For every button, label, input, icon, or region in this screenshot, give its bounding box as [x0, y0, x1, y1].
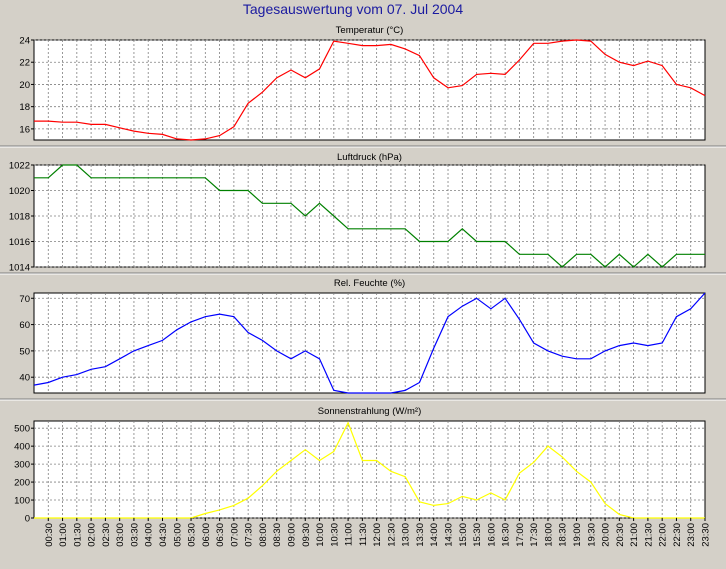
x-tick-label: 11:00 [344, 523, 355, 546]
x-tick-label: 07:00 [229, 523, 240, 547]
y-tick-label: 22 [19, 58, 30, 69]
y-tick-label: 400 [14, 442, 30, 453]
x-tick-label: 02:00 [87, 523, 98, 547]
y-tick-label: 1018 [9, 212, 30, 223]
y-tick-label: 100 [14, 496, 30, 507]
x-tick-label: 20:30 [615, 523, 626, 547]
y-tick-label: 60 [19, 320, 30, 331]
x-tick-label: 20:00 [601, 523, 612, 547]
plot-area [33, 420, 706, 519]
x-tick-label: 05:00 [172, 523, 183, 547]
x-tick-label: 13:30 [415, 523, 426, 547]
y-tick-label: 18 [19, 102, 30, 113]
y-tick-label: 50 [19, 346, 30, 357]
x-tick-label: 16:30 [501, 523, 512, 547]
x-tick-label: 21:30 [643, 523, 654, 547]
y-tick-label: 1014 [9, 263, 30, 274]
x-tick-label: 02:30 [101, 523, 112, 547]
chart-panel-3: 40 50 60 70 Rel. Feuchte (%) [0, 278, 726, 401]
x-tick-label: 01:00 [58, 523, 69, 547]
x-tick-label: 14:00 [429, 523, 440, 547]
series-line [33, 292, 706, 394]
y-tick-label: 20 [19, 80, 30, 91]
x-tick-label: 01:30 [72, 523, 83, 547]
x-tick-label: 07:30 [244, 523, 255, 547]
x-tick-label: 23:00 [686, 523, 697, 547]
y-tick-label: 1020 [9, 186, 30, 197]
x-tick-label: 08:00 [258, 523, 269, 547]
y-tick-label: 0 [25, 514, 30, 525]
x-tick-label: 03:00 [115, 523, 126, 547]
x-tick-label: 09:30 [301, 523, 312, 547]
y-tick-label: 200 [14, 478, 30, 489]
x-tick-label: 04:00 [144, 523, 155, 547]
y-tick-label: 1016 [9, 237, 30, 248]
x-tick-label: 06:00 [201, 523, 212, 547]
y-tick-label: 24 [19, 36, 30, 47]
y-tick-label: 70 [19, 294, 30, 305]
chart-panel-1: 16 18 20 22 24 Temperatur (°C) [0, 25, 726, 148]
x-tick-label: 19:30 [586, 523, 597, 547]
x-tick-label: 08:30 [272, 523, 283, 547]
x-tick-label: 18:30 [558, 523, 569, 547]
plot-area [33, 164, 706, 268]
x-tick-label: 04:30 [158, 523, 169, 547]
series-line [34, 39, 706, 141]
y-tick-label: 40 [19, 373, 30, 384]
chart-panel-4: 0 100 200 300 400 500 Sonnenstrahlung (W/m²) [14, 406, 706, 525]
x-tick-label: 12:30 [386, 523, 397, 547]
x-tick-label: 12:00 [372, 523, 383, 547]
x-tick-label: 21:00 [629, 523, 640, 547]
x-tick-label: 13:00 [401, 523, 412, 547]
x-tick-label: 14:30 [444, 523, 455, 547]
y-tick-label: 300 [14, 460, 30, 471]
x-tick-label: 23:30 [701, 523, 712, 547]
x-axis: 00:30 01:00 01:30 02:00 02:30 03:00 03:30 04:00… [44, 518, 712, 547]
x-tick-label: 18:00 [543, 523, 554, 547]
x-tick-label: 19:00 [572, 523, 583, 547]
x-tick-label: 16:00 [486, 523, 497, 547]
y-tick-label: 16 [19, 124, 30, 135]
x-tick-label: 15:00 [458, 523, 469, 547]
x-tick-label: 22:00 [658, 523, 669, 547]
chart-panel-2: 1014 1016 1018 1020 1022 Luftdruck (hPa) [0, 152, 726, 275]
x-tick-label: 10:30 [329, 523, 340, 547]
plot-area [33, 292, 706, 394]
series-line [34, 421, 705, 519]
x-tick-label: 03:30 [129, 523, 140, 547]
y-tick-label: 1022 [9, 161, 30, 172]
x-tick-label: 06:30 [215, 523, 226, 547]
y-tick-label: 500 [14, 424, 30, 435]
x-tick-label: 05:30 [187, 523, 198, 547]
x-tick-label: 22:30 [672, 523, 683, 547]
x-tick-label: 17:30 [529, 523, 540, 547]
x-tick-label: 00:30 [44, 523, 55, 547]
series-line [34, 164, 705, 268]
x-tick-label: 09:00 [286, 523, 297, 547]
x-tick-label: 17:00 [515, 523, 526, 547]
chart-title: Sonnenstrahlung (W/m²) [318, 406, 421, 417]
page-title: Tagesauswertung vom 07. Jul 2004 [243, 1, 463, 17]
x-tick-label: 15:30 [472, 523, 483, 547]
chart-title: Temperatur (°C) [336, 25, 404, 36]
chart-title: Rel. Feuchte (%) [334, 278, 405, 289]
plot-area [33, 39, 706, 141]
x-tick-label: 11:30 [358, 523, 369, 546]
chart-title: Luftdruck (hPa) [337, 152, 402, 163]
x-tick-label: 10:00 [315, 523, 326, 547]
